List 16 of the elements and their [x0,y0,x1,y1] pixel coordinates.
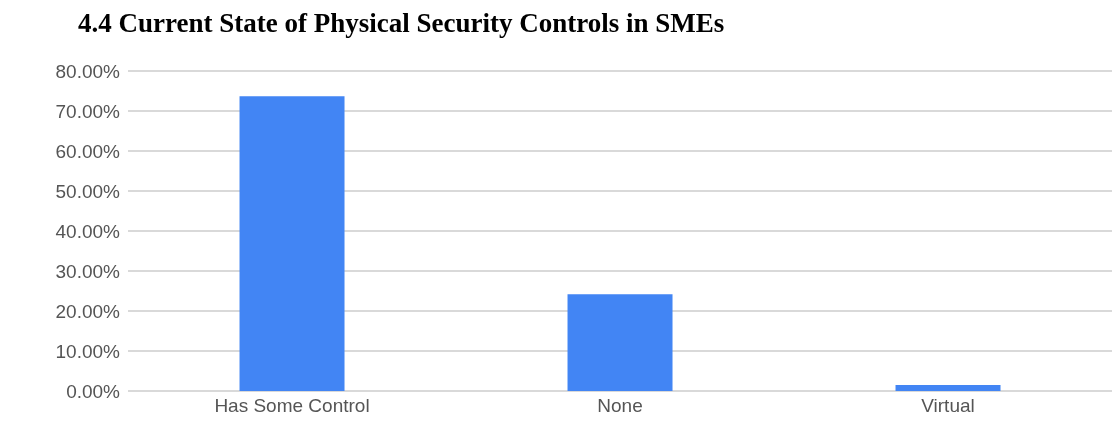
y-tick-label: 10.00% [55,340,121,362]
bar [239,96,345,391]
bar [567,294,673,391]
x-tick-label: Virtual [921,395,975,417]
bar [895,385,1001,391]
chart-title: 4.4 Current State of Physical Security Controls in SMEs [78,8,725,39]
y-tick-label: 60.00% [55,140,121,162]
y-tick-label: 0.00% [66,380,121,402]
y-tick-label: 70.00% [55,100,121,122]
y-tick-label: 40.00% [55,220,121,242]
y-tick-label: 80.00% [55,60,121,82]
y-tick-label: 20.00% [55,300,121,322]
x-tick-label: None [597,395,643,417]
x-tick-label: Has Some Control [214,395,370,417]
y-tick-label: 50.00% [55,180,121,202]
y-tick-label: 30.00% [55,260,121,282]
